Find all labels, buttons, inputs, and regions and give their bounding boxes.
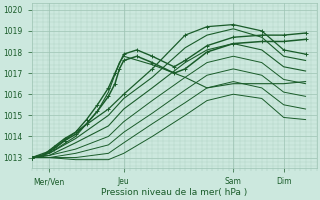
X-axis label: Pression niveau de la mer( hPa ): Pression niveau de la mer( hPa ): [101, 188, 247, 197]
